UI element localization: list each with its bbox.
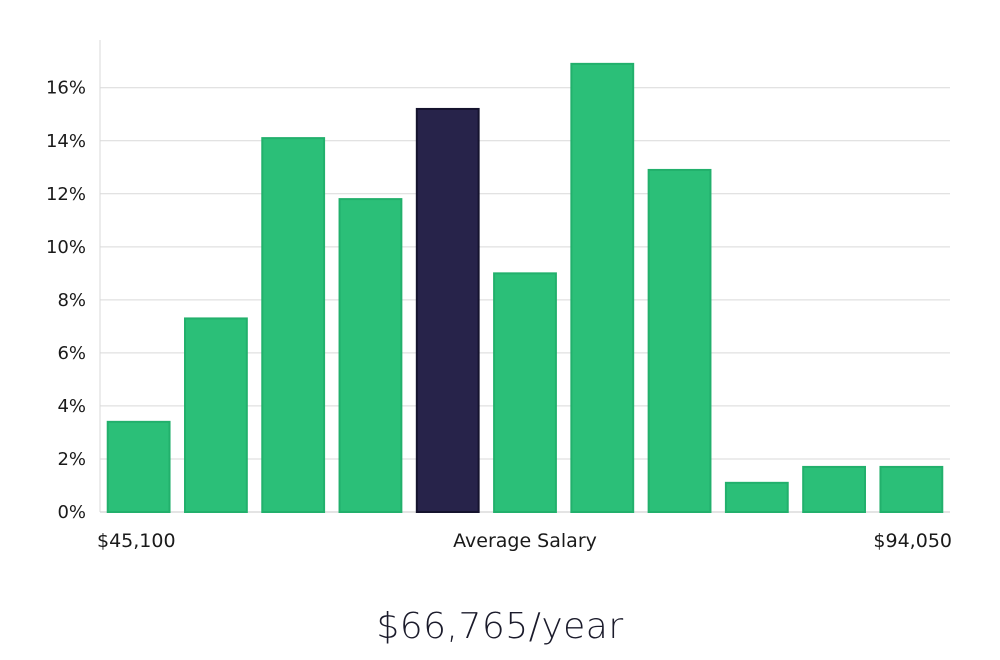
y-tick-label: 6% bbox=[57, 343, 86, 364]
y-tick-label: 12% bbox=[46, 184, 86, 205]
bar bbox=[338, 198, 403, 513]
bar bbox=[724, 481, 789, 513]
y-tick-label: 16% bbox=[46, 78, 86, 99]
y-tick-label: 0% bbox=[57, 502, 86, 523]
y-axis-ticks: 0% 2% 4% 6% 8% 10% 12% 14% 16% bbox=[46, 78, 86, 523]
average-salary-headline: $66,765/year bbox=[376, 606, 624, 647]
bar-highlighted bbox=[415, 107, 480, 513]
bar bbox=[570, 62, 635, 513]
bar bbox=[261, 137, 326, 513]
x-axis-title: Average Salary bbox=[453, 530, 597, 552]
bar bbox=[647, 168, 712, 513]
bar bbox=[802, 465, 867, 514]
x-axis-min-label: $45,100 bbox=[97, 530, 176, 552]
bar bbox=[184, 317, 248, 513]
y-tick-label: 2% bbox=[57, 449, 86, 470]
y-tick-label: 14% bbox=[46, 131, 86, 152]
y-tick-label: 8% bbox=[57, 290, 86, 311]
y-tick-label: 10% bbox=[46, 237, 86, 258]
bar bbox=[106, 420, 171, 513]
y-tick-label: 4% bbox=[57, 396, 86, 417]
x-axis-max-label: $94,050 bbox=[873, 530, 952, 552]
bar bbox=[493, 272, 557, 514]
bars bbox=[106, 62, 944, 514]
salary-histogram: 0% 2% 4% 6% 8% 10% 12% 14% 16% $45,100 Average S… bbox=[46, 40, 952, 552]
bar bbox=[879, 465, 944, 514]
